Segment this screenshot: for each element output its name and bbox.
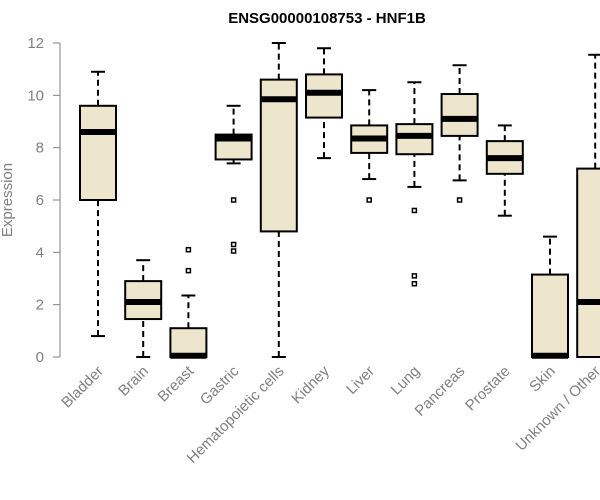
box-breast [169, 246, 208, 359]
y-tick-label: 6 [36, 192, 44, 209]
y-tick-label: 2 [36, 297, 44, 314]
box-iqr [531, 273, 569, 359]
chart-title: ENSG00000108753 - HNF1B [228, 10, 426, 27]
box-iqr [305, 73, 343, 119]
y-tick-label: 12 [27, 35, 44, 52]
box-iqr [395, 123, 434, 156]
box-iqr [79, 104, 117, 201]
x-tick-label: Skin [526, 363, 559, 396]
box-gastric [214, 104, 253, 254]
box-prostate [485, 124, 524, 217]
y-tick-label: 0 [36, 349, 44, 366]
x-tick-label: Bladder [58, 363, 107, 412]
x-tick-label: Lung [388, 363, 424, 399]
box-kidney [305, 47, 343, 160]
outlier-point [185, 267, 192, 274]
box-hematopoietic-cells [259, 42, 298, 358]
outlier-point [411, 207, 418, 214]
outlier-point [456, 197, 463, 203]
x-tick-label: Brain [115, 363, 152, 400]
x-tick-label: Prostate [462, 363, 514, 415]
outlier-point [411, 280, 418, 287]
y-tick-label: 10 [27, 87, 44, 104]
box-iqr [576, 167, 600, 358]
outlier-point [230, 197, 237, 203]
outlier-point [185, 246, 192, 253]
box-liver [350, 89, 389, 203]
y-tick-label: 8 [36, 140, 44, 157]
y-axis: 0 2 4 6 8 10 12 [27, 35, 61, 366]
outlier-point [230, 241, 237, 248]
box-iqr [259, 78, 298, 233]
outlier-point [366, 197, 372, 203]
outlier-point [230, 248, 237, 254]
box-lung [395, 81, 434, 287]
box-pancreas [440, 64, 479, 203]
outlier-point [411, 273, 418, 279]
x-tick-label: Liver [343, 363, 378, 398]
box-brain [124, 259, 163, 358]
box-iqr [440, 93, 479, 137]
x-tick-label: Pancreas [412, 363, 469, 420]
x-tick-label: Kidney [288, 362, 333, 407]
y-tick-label: 4 [36, 244, 44, 261]
box-skin [531, 235, 569, 359]
box-unknown-other [576, 53, 600, 358]
boxes [79, 42, 600, 359]
box-bladder [79, 70, 117, 338]
y-axis-label: Expression [0, 163, 16, 237]
box-iqr [169, 327, 208, 359]
x-tick-label: Breast [155, 362, 198, 405]
